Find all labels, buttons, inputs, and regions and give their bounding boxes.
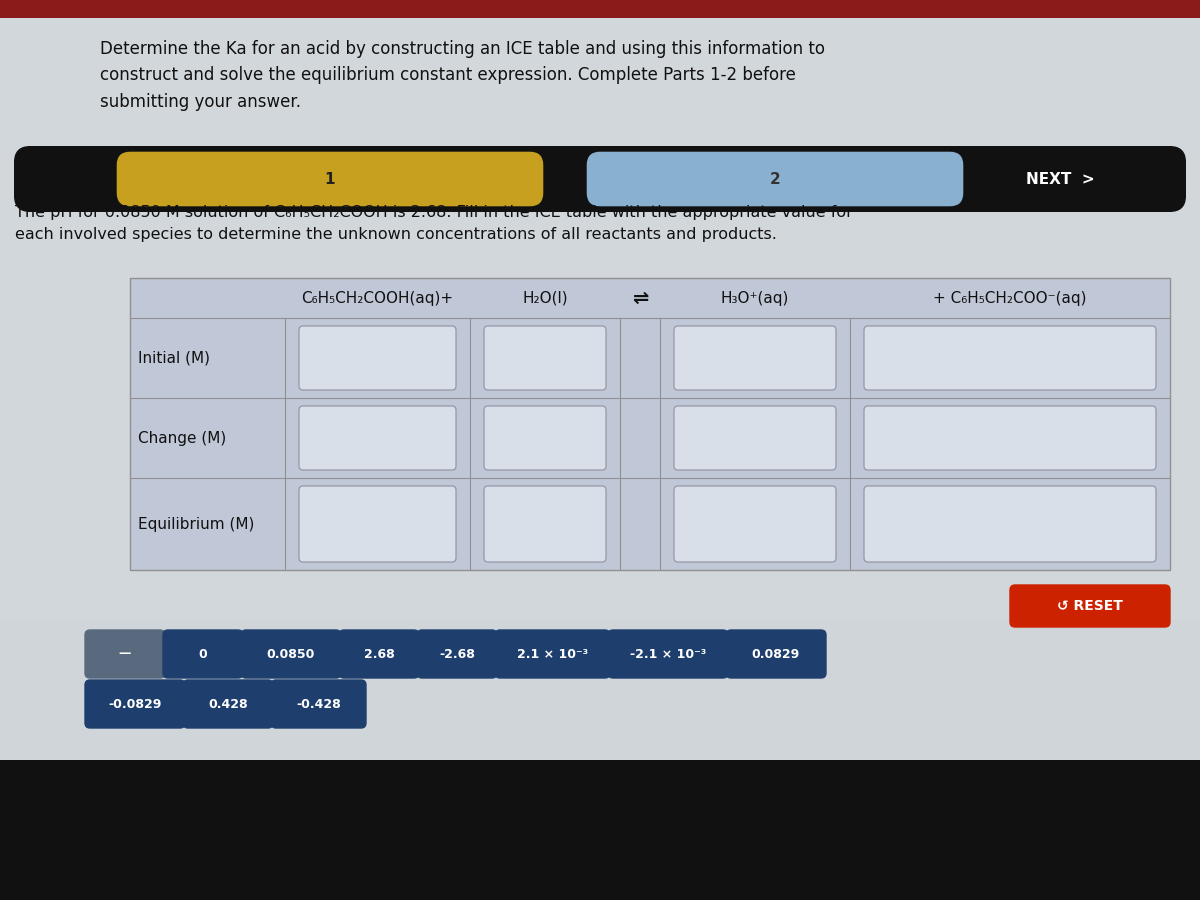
Text: NEXT  >: NEXT > <box>1026 172 1094 186</box>
FancyBboxPatch shape <box>864 486 1156 562</box>
Text: -0.428: -0.428 <box>296 698 341 710</box>
Text: -2.68: -2.68 <box>439 647 475 661</box>
FancyBboxPatch shape <box>674 406 836 470</box>
Text: 2.1 × 10⁻³: 2.1 × 10⁻³ <box>517 647 588 661</box>
Text: —: — <box>119 647 131 661</box>
Text: C₆H₅CH₂COOH(aq)+: C₆H₅CH₂COOH(aq)+ <box>301 291 454 305</box>
FancyBboxPatch shape <box>418 630 497 678</box>
Bar <box>130 278 1170 570</box>
FancyBboxPatch shape <box>484 486 606 562</box>
Text: Initial (M): Initial (M) <box>138 350 210 365</box>
Text: + C₆H₅CH₂COO⁻(aq): + C₆H₅CH₂COO⁻(aq) <box>934 291 1087 305</box>
Text: 0: 0 <box>199 647 208 661</box>
FancyBboxPatch shape <box>496 630 610 678</box>
FancyBboxPatch shape <box>271 680 366 728</box>
Text: -2.1 × 10⁻³: -2.1 × 10⁻³ <box>630 647 706 661</box>
Text: The pH for 0.0850 M solution of C₆H₅CH₂COOH is 2.68. Fill in the ICE table with : The pH for 0.0850 M solution of C₆H₅CH₂C… <box>14 205 853 241</box>
FancyBboxPatch shape <box>182 680 274 728</box>
Text: 0.0850: 0.0850 <box>266 647 316 661</box>
FancyBboxPatch shape <box>241 630 341 678</box>
FancyBboxPatch shape <box>163 630 242 678</box>
Text: ↺ RESET: ↺ RESET <box>1057 599 1123 613</box>
Text: Determine the Ka for an acid by constructing an ICE table and using this informa: Determine the Ka for an acid by construc… <box>100 40 826 111</box>
FancyBboxPatch shape <box>299 326 456 390</box>
FancyBboxPatch shape <box>340 630 419 678</box>
FancyBboxPatch shape <box>299 486 456 562</box>
FancyBboxPatch shape <box>588 152 962 205</box>
Bar <box>0 0 1200 18</box>
FancyBboxPatch shape <box>674 326 836 390</box>
Text: 0.0829: 0.0829 <box>752 647 800 661</box>
Text: 1: 1 <box>325 172 335 186</box>
Text: H₂O(l): H₂O(l) <box>522 291 568 305</box>
FancyBboxPatch shape <box>484 406 606 470</box>
Text: Equilibrium (M): Equilibrium (M) <box>138 517 254 532</box>
Text: Change (M): Change (M) <box>138 430 227 446</box>
Bar <box>0 0 1200 18</box>
FancyBboxPatch shape <box>118 152 542 205</box>
FancyBboxPatch shape <box>674 486 836 562</box>
FancyBboxPatch shape <box>299 406 456 470</box>
FancyBboxPatch shape <box>85 630 166 678</box>
FancyBboxPatch shape <box>1010 585 1170 627</box>
FancyBboxPatch shape <box>85 680 185 728</box>
Bar <box>0 760 1200 900</box>
Text: 2: 2 <box>769 172 780 186</box>
Text: H₃O⁺(aq): H₃O⁺(aq) <box>721 291 790 305</box>
Text: 2.68: 2.68 <box>364 647 395 661</box>
Text: ⇌: ⇌ <box>632 289 648 308</box>
FancyBboxPatch shape <box>726 630 826 678</box>
Text: -0.0829: -0.0829 <box>108 698 162 710</box>
FancyBboxPatch shape <box>608 630 728 678</box>
FancyBboxPatch shape <box>484 326 606 390</box>
FancyBboxPatch shape <box>864 406 1156 470</box>
Bar <box>0 0 1200 620</box>
FancyBboxPatch shape <box>14 147 1186 212</box>
FancyBboxPatch shape <box>864 326 1156 390</box>
Text: 0.428: 0.428 <box>208 698 248 710</box>
